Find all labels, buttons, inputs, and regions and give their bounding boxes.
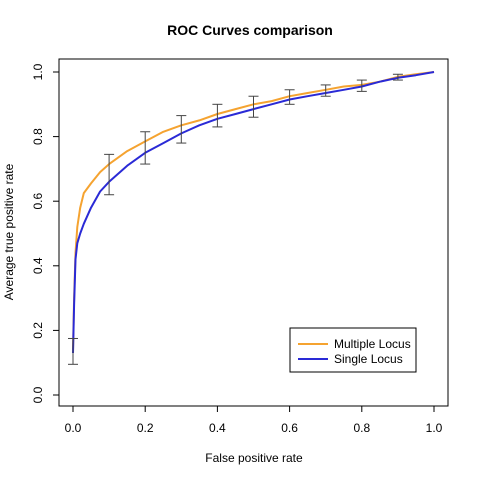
y-axis-label: Average true positive rate	[2, 163, 16, 300]
x-tick-label: 0.4	[209, 421, 226, 435]
y-axis: 0.0 0.2 0.4 0.6 0.8 1.0	[31, 63, 59, 403]
legend-label-multiple-locus: Multiple Locus	[334, 337, 411, 351]
legend-label-single-locus: Single Locus	[334, 352, 403, 366]
error-bar	[140, 132, 150, 164]
error-bar	[176, 116, 186, 143]
y-tick-label: 0.8	[31, 128, 45, 145]
legend: Multiple Locus Single Locus	[290, 328, 416, 372]
chart-title: ROC Curves comparison	[167, 22, 333, 38]
y-tick-label: 0.6	[31, 193, 45, 210]
x-tick-label: 0.8	[353, 421, 370, 435]
y-tick-label: 1.0	[31, 63, 45, 80]
x-tick-label: 0.0	[65, 421, 82, 435]
y-tick-label: 0.4	[31, 257, 45, 274]
error-bars	[68, 74, 403, 364]
x-axis-label: False positive rate	[205, 451, 303, 465]
y-tick-label: 0.2	[31, 322, 45, 339]
x-tick-label: 0.2	[137, 421, 154, 435]
y-tick-label: 0.0	[31, 386, 45, 403]
x-axis: 0.0 0.2 0.4 0.6 0.8 1.0	[65, 406, 443, 435]
x-tick-label: 0.6	[281, 421, 298, 435]
error-bar	[68, 338, 78, 364]
x-tick-label: 1.0	[426, 421, 443, 435]
error-bar	[249, 96, 259, 117]
